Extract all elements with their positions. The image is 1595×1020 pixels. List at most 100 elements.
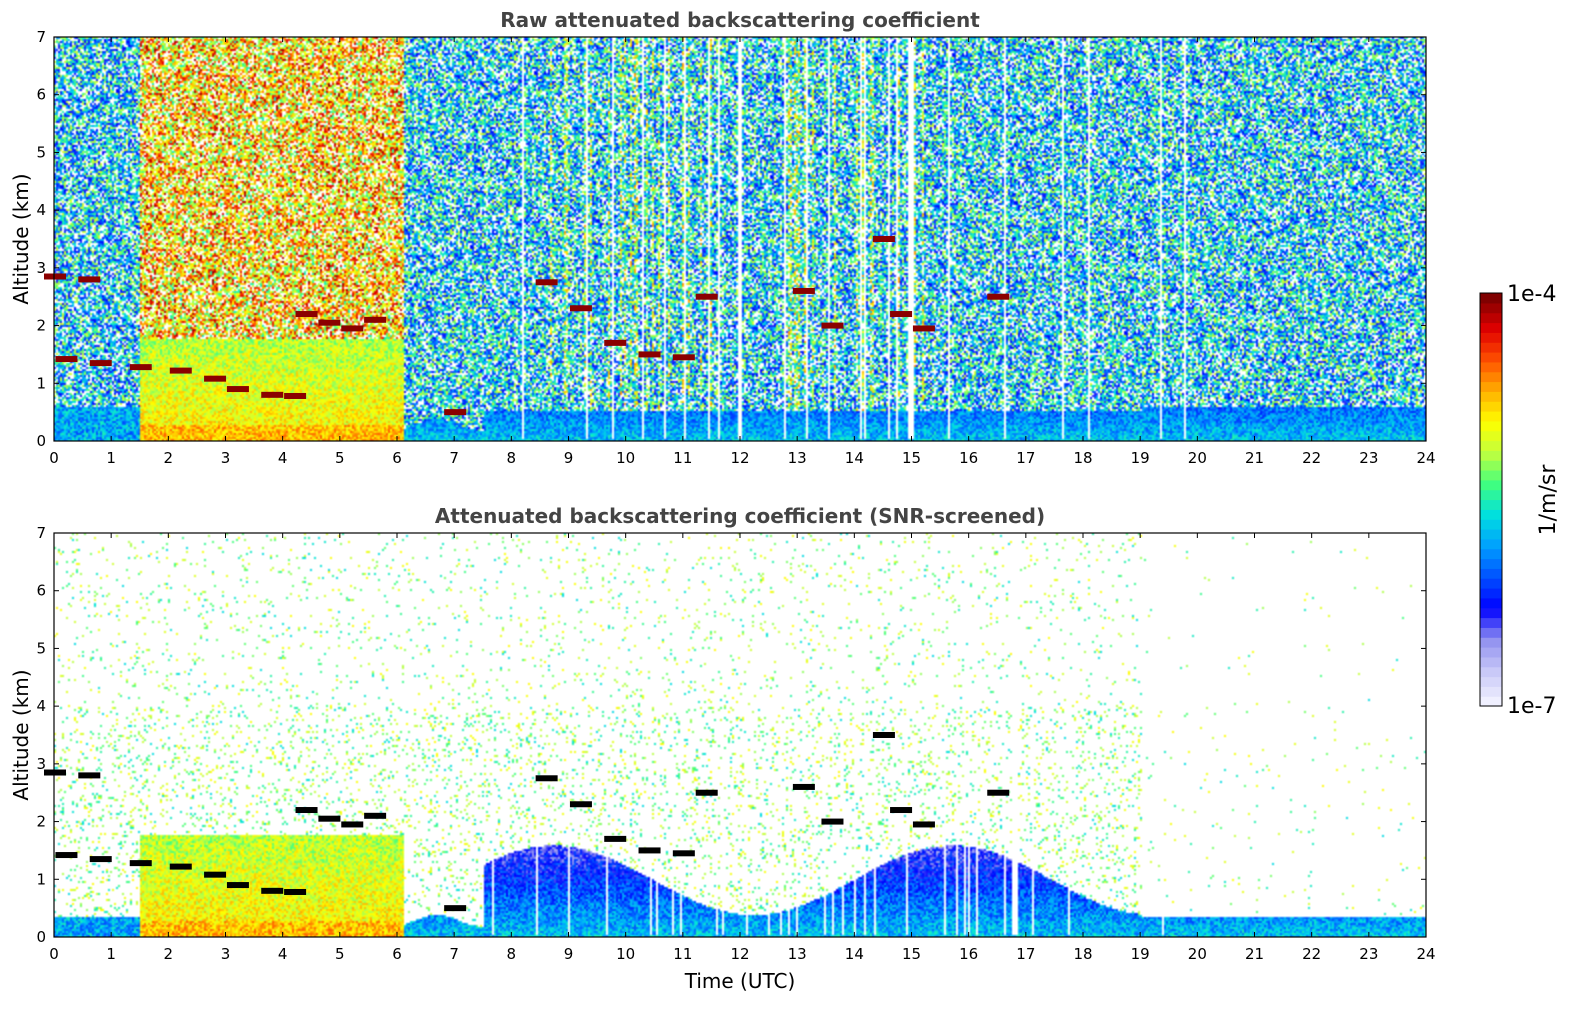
- colorbar-step: [1480, 381, 1502, 392]
- x-tick-label: 7: [449, 449, 459, 467]
- bottom-y-axis-label: Altitude (km): [9, 669, 33, 800]
- x-tick-label: 14: [845, 449, 864, 467]
- colorbar-step: [1480, 322, 1502, 333]
- bottom-x-axis: 0 1 2 3 4 5 6 7 8 9 10 11 12 13 14 15 16 17 18 19 20 21 22 23 24: [49, 533, 1436, 963]
- cloud-layer-mark: [912, 821, 935, 828]
- x-tick-label: 15: [902, 449, 921, 467]
- x-tick-label: 2: [164, 449, 174, 467]
- colorbar-step: [1480, 371, 1502, 383]
- y-tick-label: 7: [36, 524, 46, 542]
- cloud-layer-mark: [318, 815, 341, 822]
- x-tick-label: 22: [1302, 449, 1321, 467]
- cloud-layer-mark: [261, 391, 284, 398]
- x-tick-label: 10: [616, 945, 635, 963]
- colorbar-step: [1480, 548, 1502, 560]
- x-tick-label: 10: [616, 449, 635, 467]
- colorbar-step: [1480, 588, 1502, 599]
- colorbar-min-label: 1e-7: [1507, 694, 1556, 719]
- cloud-layer-mark: [821, 818, 844, 825]
- x-tick-label: 23: [1359, 449, 1378, 467]
- colorbar-step: [1480, 509, 1502, 520]
- colorbar-step: [1480, 696, 1502, 707]
- colorbar-step: [1480, 489, 1502, 501]
- x-tick-label: 24: [1416, 449, 1435, 467]
- x-tick-label: 5: [335, 945, 345, 963]
- colorbar: 1e-4 1e-7 1/m/sr: [1479, 282, 1561, 719]
- colorbar-step: [1480, 460, 1502, 471]
- x-tick-label: 16: [959, 449, 978, 467]
- cloud-layer-mark: [129, 860, 152, 867]
- x-tick-label: 12: [730, 945, 749, 963]
- cloud-layer-mark: [226, 882, 249, 889]
- x-tick-label: 9: [564, 449, 574, 467]
- cloud-layer-mark: [535, 775, 558, 782]
- y-tick-label: 5: [36, 143, 46, 161]
- cloud-layer-mark: [604, 835, 627, 842]
- cloud-layer-mark: [792, 783, 815, 790]
- x-tick-label: 6: [392, 945, 402, 963]
- x-tick-label: 13: [788, 449, 807, 467]
- x-tick-label: 4: [278, 945, 288, 963]
- x-tick-label: 4: [278, 449, 288, 467]
- top-cloud-marks: [44, 236, 1010, 416]
- cloud-layer-mark: [912, 325, 935, 332]
- cloud-layer-mark: [638, 351, 661, 358]
- colorbar-step: [1480, 607, 1502, 619]
- x-tick-label: 17: [1016, 945, 1035, 963]
- y-tick-label: 2: [36, 317, 46, 335]
- colorbar-step: [1480, 440, 1502, 451]
- cloud-layer-mark: [284, 392, 307, 399]
- cloud-layer-mark: [78, 276, 101, 283]
- x-tick-label: 11: [673, 945, 692, 963]
- cloud-layer-mark: [535, 279, 558, 286]
- colorbar-step: [1480, 627, 1502, 638]
- cloud-layer-mark: [129, 364, 152, 371]
- x-tick-label: 20: [1188, 945, 1207, 963]
- y-tick-label: 0: [36, 928, 46, 946]
- x-tick-label: 18: [1073, 449, 1092, 467]
- colorbar-step: [1480, 676, 1502, 687]
- colorbar-step: [1480, 597, 1502, 609]
- cloud-layer-mark: [672, 850, 695, 857]
- cloud-layer-mark: [792, 287, 815, 294]
- bottom-y-axis: 0 1 2 3 4 5 6 7: [36, 524, 1426, 946]
- colorbar-step: [1480, 647, 1502, 658]
- x-tick-label: 18: [1073, 945, 1092, 963]
- colorbar-step: [1480, 420, 1502, 432]
- cloud-layer-mark: [318, 319, 341, 326]
- colorbar-unit-label: 1/m/sr: [1536, 464, 1561, 536]
- colorbar-step: [1480, 568, 1502, 579]
- cloud-layer-mark: [226, 386, 249, 393]
- x-tick-label: 3: [221, 945, 231, 963]
- x-axis-label: Time (UTC): [684, 969, 796, 993]
- cloud-layer-mark: [987, 293, 1010, 300]
- x-tick-label: 14: [845, 945, 864, 963]
- bottom-cloud-marks: [44, 732, 1010, 912]
- colorbar-step: [1480, 391, 1502, 402]
- cloud-layer-mark: [284, 888, 307, 895]
- colorbar-step: [1480, 312, 1502, 324]
- x-tick-label: 1: [106, 449, 116, 467]
- colorbar-step: [1480, 411, 1502, 422]
- cloud-layer-mark: [341, 325, 364, 332]
- cloud-layer-mark: [872, 236, 895, 242]
- x-tick-label: 7: [449, 945, 459, 963]
- cloud-layer-mark: [261, 887, 284, 894]
- colorbar-frame: [1479, 292, 1503, 707]
- cloud-layer-mark: [569, 305, 592, 312]
- x-tick-label: 0: [49, 449, 59, 467]
- cloud-layer-mark: [44, 769, 66, 776]
- colorbar-step: [1480, 470, 1502, 481]
- cloud-layer-mark: [78, 772, 101, 779]
- x-tick-label: 19: [1131, 945, 1150, 963]
- colorbar-step: [1480, 519, 1502, 530]
- colorbar-step: [1480, 342, 1502, 353]
- top-y-axis: 0 1 2 3 4 5 6 7: [36, 28, 1426, 450]
- cloud-layer-mark: [341, 821, 364, 828]
- y-tick-label: 3: [36, 755, 46, 773]
- y-tick-label: 5: [36, 639, 46, 657]
- colorbar-step: [1480, 361, 1502, 373]
- x-tick-label: 12: [730, 449, 749, 467]
- y-tick-label: 1: [36, 374, 46, 392]
- cloud-layer-mark: [44, 273, 66, 280]
